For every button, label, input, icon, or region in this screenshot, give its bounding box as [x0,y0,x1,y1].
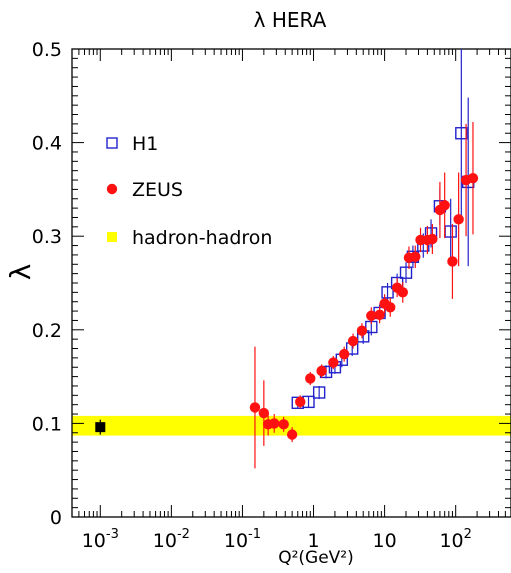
x-tick-label: 10-1 [224,527,261,552]
chart-title: λ HERA [254,8,327,32]
zeus-point [258,407,270,419]
zeus-point [356,325,368,336]
zeus-point [286,429,298,440]
y-tick-label: 0 [50,507,62,529]
zeus-point [338,348,350,360]
zeus-point [305,373,316,384]
y-tick-label: 0.4 [32,133,62,155]
hadron-hadron-band [72,415,511,436]
zeus-point [366,310,377,321]
y-tick-label: 0.5 [32,39,62,61]
hadron-point [95,422,106,433]
zeus-point [453,214,464,225]
x-tick-label: 10-3 [82,527,119,552]
axes-layer: 0 0.1 0.2 0.3 0.4 0.5 10-3 10-2 10-1 1 10 102 [32,39,511,552]
plot-frame [71,48,511,518]
zeus-point [278,419,289,430]
zeus-point [328,357,339,368]
legend-marker-hadron-hadron [107,232,117,242]
x-tick-label: 1 [307,530,319,552]
zeus-point [410,251,421,262]
legend-label-h1: H1 [132,133,158,155]
legend-marker-h1 [106,137,118,149]
zeus-point [295,396,306,408]
hadron-hadron-band-layer [72,415,511,436]
legend-label-hadron-hadron: hadron-hadron [132,227,272,249]
y-axis-label: λ [4,264,37,281]
x-axis-label: Q²(GeV²) [278,548,354,568]
legend-marker-zeus [106,183,118,195]
h1-point [399,266,413,279]
legend: H1 ZEUS hadron-hadron [106,133,272,249]
zeus-point [269,418,280,429]
zeus-point [249,402,261,413]
zeus-point [397,287,408,298]
y-tick-label: 0.2 [32,320,62,342]
x-tick-label: 10-2 [153,527,190,552]
zeus-point [385,302,396,313]
zeus-point [374,309,385,321]
y-tick-label: 0.1 [32,413,62,435]
zeus-point [467,172,479,184]
h1-point [444,225,457,238]
legend-label-zeus: ZEUS [132,179,183,201]
h1-point [381,286,394,299]
x-tick-label: 102 [439,527,471,552]
zeus-point [447,256,458,267]
zeus-point [427,233,438,245]
points-layer [95,49,479,469]
y-tick-label: 0.3 [32,226,62,248]
zeus-point [439,200,450,211]
h1-point [312,386,326,399]
x-tick-label: 10 [373,530,397,552]
zeus-point [347,335,359,347]
h1-point [455,127,468,140]
zeus-point [316,365,327,377]
